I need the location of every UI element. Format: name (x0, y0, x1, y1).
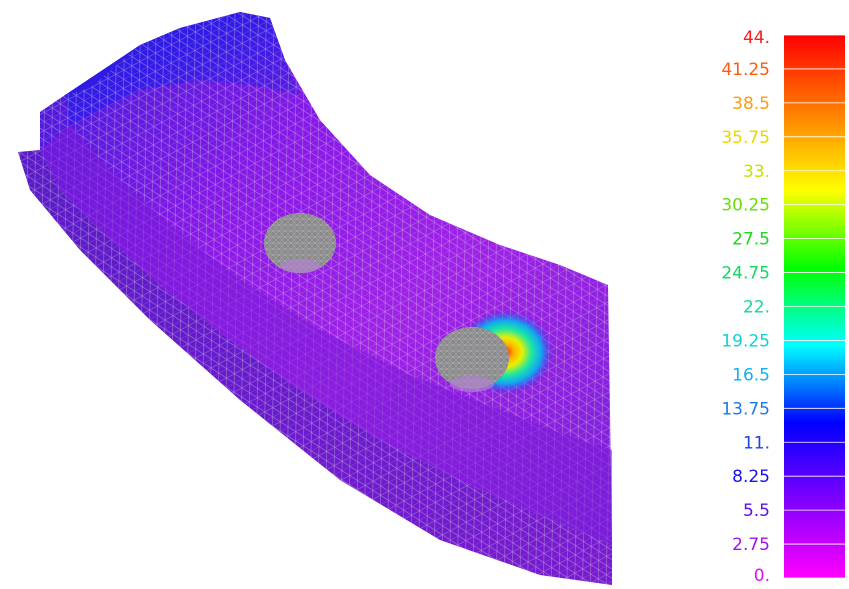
colorbar-label: 11. (743, 433, 770, 453)
colorbar-label: 27.5 (732, 230, 770, 250)
colorbar-label: 44. (743, 28, 770, 48)
colorbar-label: 5.5 (743, 501, 770, 521)
colorbar-label: 8.25 (732, 467, 770, 487)
colorbar-label: 33. (743, 162, 770, 182)
colorbar-label: 0. (754, 566, 770, 586)
colorbar-label: 13.75 (721, 399, 770, 419)
colorbar-label: 22. (743, 298, 770, 318)
colorbar-label: 16.5 (732, 365, 770, 385)
bolt-hole-2[interactable] (435, 327, 509, 392)
colorbar-label: 35.75 (721, 128, 770, 148)
colorbar-label: 19.25 (721, 331, 770, 351)
mesh-model[interactable] (18, 12, 612, 585)
bolt-hole-1[interactable] (264, 213, 336, 273)
colorbar-label: 41.25 (721, 60, 770, 80)
color-legend: 44. 41.25 38.5 35.75 33. 30.25 27.5 24.75 22. 19.… (721, 28, 845, 586)
colorbar-label: 30.25 (721, 196, 770, 216)
colorbar-label: 38.5 (732, 94, 770, 114)
colorbar-label: 2.75 (732, 535, 770, 555)
colorbar-label: 24.75 (721, 264, 770, 284)
model-step-face (40, 125, 612, 545)
